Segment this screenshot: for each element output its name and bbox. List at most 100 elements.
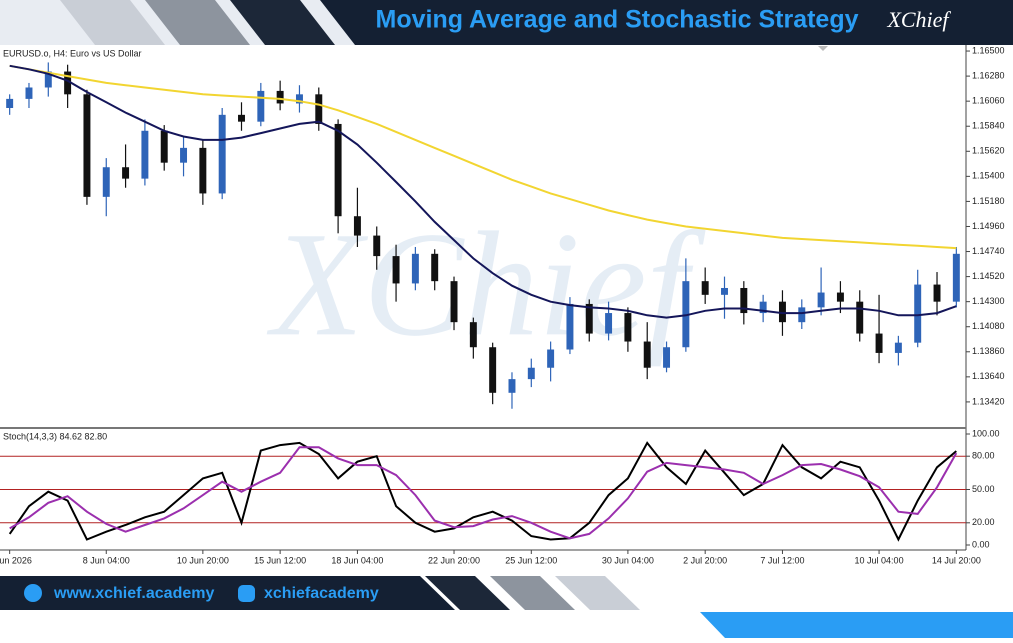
candle-body <box>102 167 110 197</box>
x-tick-label: 22 Jun 20:00 <box>428 555 480 565</box>
web-icon <box>24 584 42 602</box>
title-band <box>320 0 1013 45</box>
marker <box>818 46 828 51</box>
chart-layer: 1.16500 1.16280 1.16060 1.15840 1.15620 1.154… <box>0 45 1005 565</box>
ma-line <box>9 64 957 250</box>
candle-body <box>25 87 33 99</box>
watermark: XChief <box>267 201 706 367</box>
candle-body <box>83 94 91 197</box>
x-tick-label: 3 Jun 2026 <box>0 555 32 565</box>
stripe <box>230 0 335 45</box>
candle-body <box>740 287 748 314</box>
y-tick-label: 1.14300 <box>972 296 1005 306</box>
candle-body <box>392 256 400 284</box>
candle-body <box>44 71 52 88</box>
candle-body <box>721 287 728 295</box>
candle-body <box>952 253 960 302</box>
y-tick-label: 1.14520 <box>972 271 1005 281</box>
candle-body <box>547 349 555 368</box>
x-tick-label: 14 Jul 20:00 <box>932 555 981 565</box>
candle-body <box>199 147 207 194</box>
candle-body <box>141 130 149 179</box>
x-tick-label: 8 Jun 04:00 <box>83 555 130 565</box>
candle-body <box>373 235 381 257</box>
candle-body <box>624 313 632 342</box>
x-tick-label: 15 Jun 12:00 <box>254 555 306 565</box>
x-tick-label: 7 Jul 12:00 <box>760 555 804 565</box>
candle-body <box>238 114 245 122</box>
x-tick-label: 10 Jun 20:00 <box>177 555 229 565</box>
stripe <box>425 576 510 610</box>
candle-body <box>508 379 516 393</box>
candle-body <box>122 167 130 179</box>
brand: XChief <box>886 7 951 32</box>
candle-body <box>180 147 188 163</box>
x-tick-label: 10 Jul 04:00 <box>855 555 904 565</box>
social[interactable]: xchiefacademy <box>264 585 379 602</box>
symbol-label: EURUSD.o, H4: Euro vs US Dollar <box>3 48 142 58</box>
candle-body <box>469 322 477 348</box>
x-tick-label: 2 Jul 20:00 <box>683 555 727 565</box>
candle-body <box>875 333 883 353</box>
candle-body <box>431 253 439 282</box>
instagram-icon <box>238 585 255 602</box>
y-tick-label: 1.14740 <box>972 246 1005 256</box>
y-tick-label: 1.15840 <box>972 121 1005 131</box>
y-tick-label: 1.16060 <box>972 96 1005 106</box>
y-tick-label: 0.00 <box>972 539 990 549</box>
candle-body <box>64 71 72 95</box>
candle-body <box>218 114 226 194</box>
y-tick-label: 1.13860 <box>972 346 1005 356</box>
candle-body <box>701 281 709 295</box>
candle-body <box>933 284 941 302</box>
candle-body <box>778 301 786 323</box>
candle-body <box>353 216 361 236</box>
indicator-label: Stoch(14,3,3) 84.62 82.80 <box>3 431 107 441</box>
stripe <box>490 576 575 610</box>
candle-body <box>295 94 303 104</box>
y-tick-label: 1.13640 <box>972 371 1005 381</box>
candle-body <box>856 301 864 334</box>
candle-body <box>643 341 651 368</box>
candle-body <box>682 281 690 348</box>
candle-body <box>798 307 806 323</box>
footer-band <box>0 576 455 610</box>
y-tick-label: 1.15180 <box>972 196 1005 206</box>
stripe <box>60 0 165 45</box>
candle-body <box>663 347 671 368</box>
candle-body <box>914 284 922 343</box>
candle-body <box>334 123 342 217</box>
candle-body <box>257 90 265 122</box>
website[interactable]: www.xchief.academy <box>53 585 214 602</box>
candle-body <box>894 342 902 353</box>
y-tick-label: 1.14080 <box>972 321 1005 331</box>
y-tick-label: 80.00 <box>972 451 995 461</box>
y-tick-label: 20.00 <box>972 517 995 527</box>
y-tick-label: 50.00 <box>972 484 995 494</box>
candle-body <box>6 98 14 108</box>
candle-body <box>450 281 458 323</box>
y-tick-label: 100.00 <box>972 428 1000 438</box>
candle-body <box>836 292 844 302</box>
candle-body <box>566 303 574 350</box>
ma-line <box>8 441 957 542</box>
stripe <box>555 576 640 610</box>
candle-body <box>527 367 535 380</box>
candle-body <box>585 303 593 334</box>
x-tick-label: 18 Jun 04:00 <box>331 555 383 565</box>
candle-body <box>605 313 613 334</box>
candle-body <box>160 130 168 163</box>
candle-body <box>489 347 497 393</box>
y-tick-label: 1.16280 <box>972 70 1005 80</box>
ma-line <box>9 64 957 319</box>
stripe <box>145 0 250 45</box>
ma-line <box>9 446 958 540</box>
y-tick-label: 1.14960 <box>972 221 1005 231</box>
candle-body <box>759 301 767 314</box>
y-tick-label: 1.15400 <box>972 171 1005 181</box>
candle-body <box>315 94 323 124</box>
candle-body <box>817 292 825 308</box>
candle-body <box>276 90 284 104</box>
x-tick-label: 25 Jun 12:00 <box>505 555 557 565</box>
